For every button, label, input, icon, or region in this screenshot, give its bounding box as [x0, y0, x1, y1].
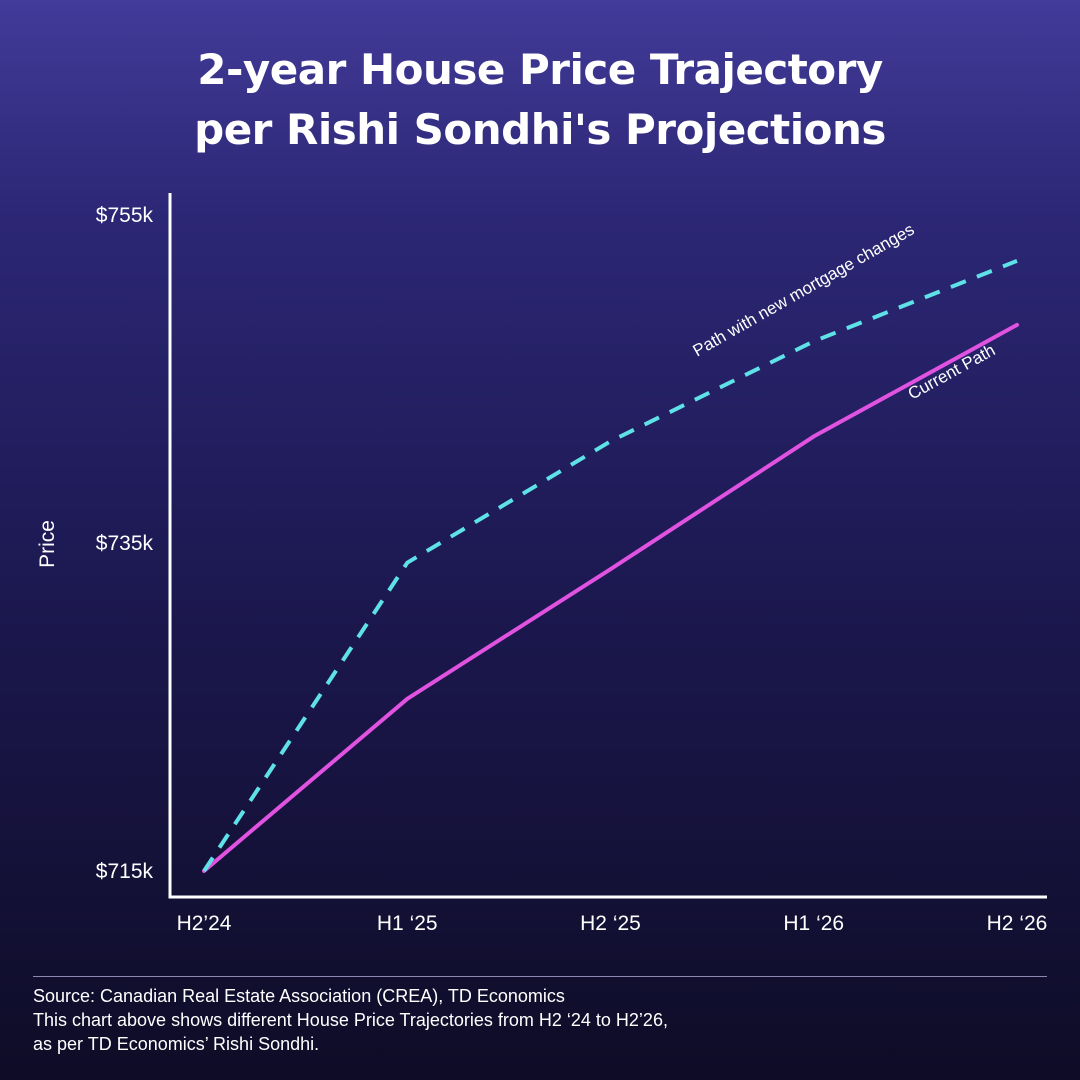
chart-title: 2-year House Price Trajectory per Rishi …	[0, 40, 1080, 160]
y-axis-title: Price	[36, 520, 59, 568]
chart-title-line-1: 2-year House Price Trajectory	[197, 45, 883, 94]
y-tick-label: $755k	[96, 204, 154, 227]
chart-title-line-2: per Rishi Sondhi's Projections	[194, 105, 886, 154]
series-label-new-mortgage-path: Path with new mortgage changes	[690, 220, 918, 361]
chart-axes	[168, 193, 1047, 899]
x-tick-label: H1 ‘26	[783, 912, 844, 935]
footer-description-line-2: as per TD Economics’ Rishi Sondhi.	[33, 1034, 320, 1054]
x-tick-label: H2 ‘25	[580, 912, 641, 935]
chart-tick-labels: $715k $735k $755k H2’24 H1 ‘25 H2 ‘25 H1 ‘26 H2…	[36, 204, 1047, 935]
footer-divider	[33, 976, 1047, 977]
y-tick-label: $735k	[96, 532, 154, 555]
series-label-current-path: Current Path	[905, 340, 999, 403]
footer-description-line-1: This chart above shows different House P…	[33, 1010, 668, 1030]
x-tick-label: H1 ‘25	[377, 912, 438, 935]
source-note: Source: Canadian Real Estate Association…	[33, 986, 565, 1006]
series-line-new-mortgage-path	[202, 259, 1018, 873]
y-tick-label: $715k	[96, 860, 154, 883]
x-tick-label: H2 ‘26	[987, 912, 1048, 935]
chart-footer: Source: Canadian Real Estate Association…	[33, 984, 1033, 1056]
series-line-current-path	[202, 322, 1019, 873]
chart-series	[202, 259, 1019, 873]
x-tick-label: H2’24	[177, 912, 232, 935]
